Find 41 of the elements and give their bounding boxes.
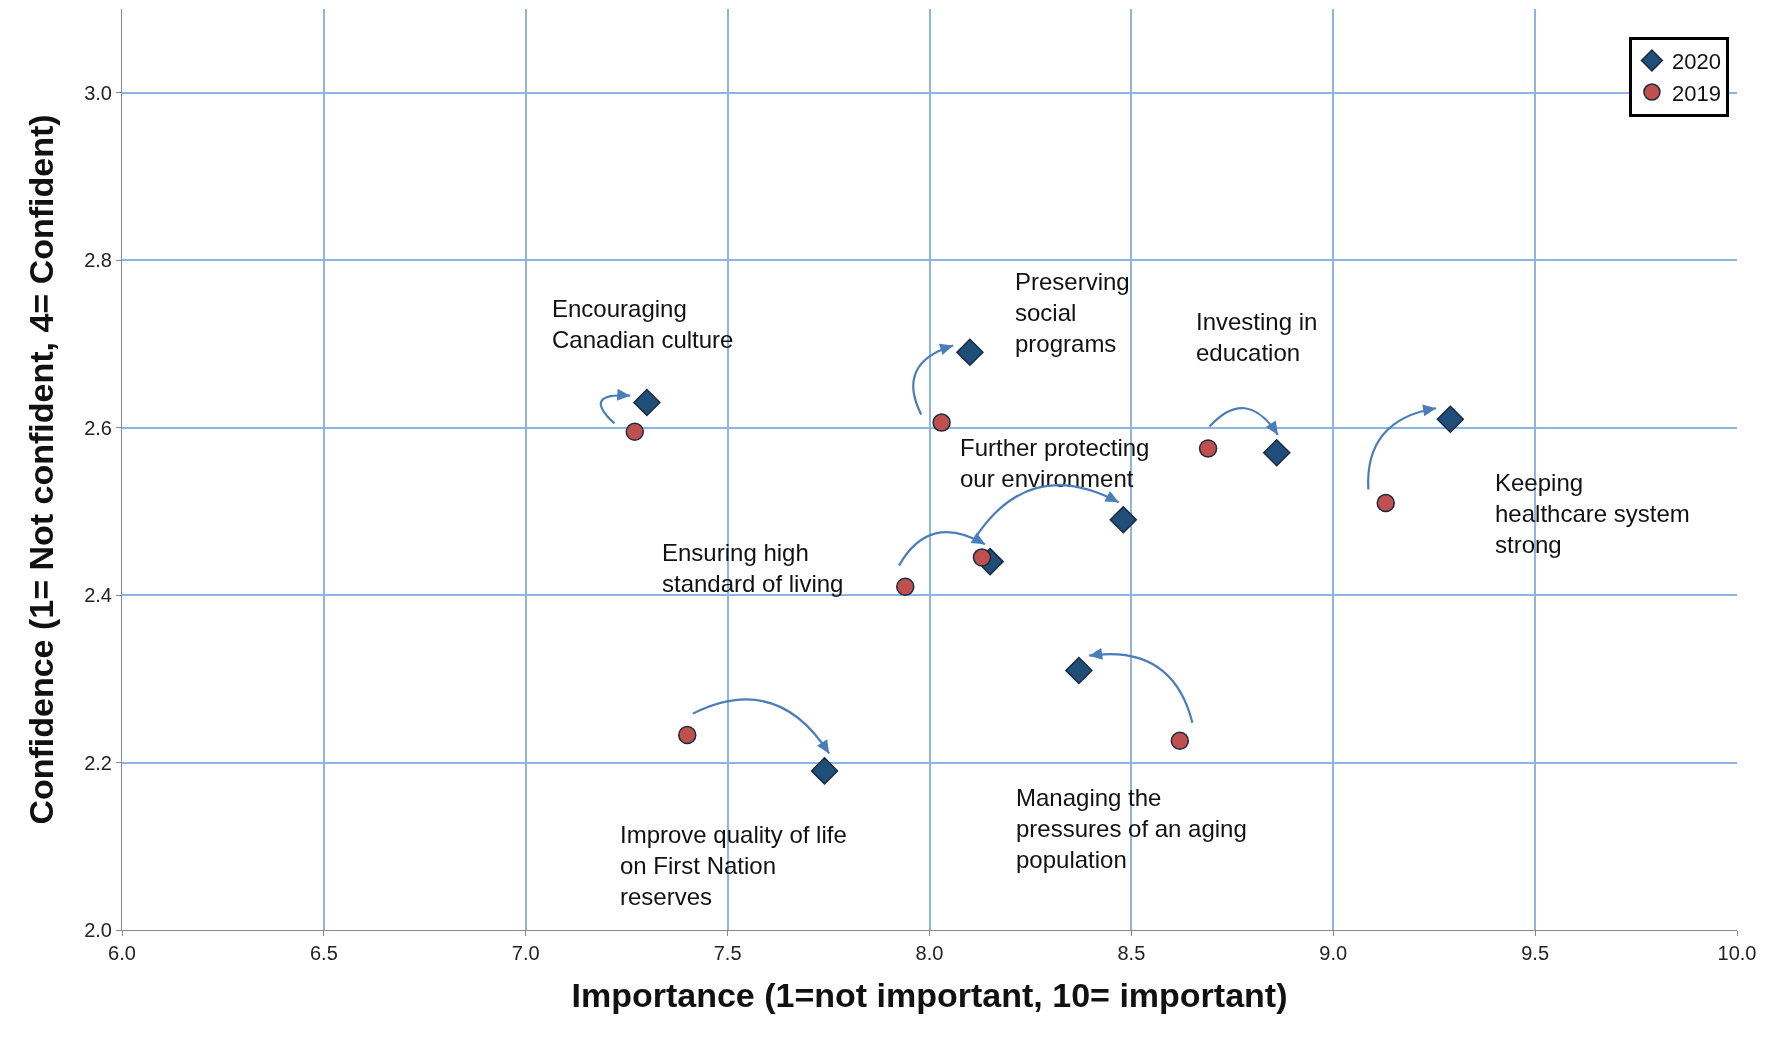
x-tick-label: 10.0 bbox=[1717, 942, 1757, 964]
x-tick-label: 8.5 bbox=[1117, 942, 1146, 964]
point bbox=[956, 338, 984, 367]
x-tick-label: 7.5 bbox=[713, 942, 742, 964]
y-tick-label: 3.0 bbox=[84, 81, 112, 104]
point bbox=[1109, 505, 1138, 534]
annotation: Managing the pressures of an aging population bbox=[1016, 784, 1247, 874]
annotation: Investing in education bbox=[1196, 308, 1318, 367]
point bbox=[1262, 439, 1291, 467]
annotation: Improve quality of life on First Nation reserves bbox=[620, 821, 847, 911]
point bbox=[1065, 656, 1093, 685]
x-tick-label: 8.0 bbox=[915, 942, 944, 964]
annotation: Preserving social programs bbox=[1015, 268, 1130, 358]
point bbox=[1170, 731, 1190, 751]
y-axis-title: Confidence (1= Not confident, 4= Confident) bbox=[21, 114, 60, 825]
y-tick-label: 2.0 bbox=[84, 919, 112, 941]
point bbox=[1436, 405, 1465, 434]
legend-label: 2020 bbox=[1671, 49, 1721, 75]
point bbox=[633, 388, 661, 417]
y-tick-label: 2.4 bbox=[84, 584, 112, 607]
legend-label: 2019 bbox=[1671, 80, 1721, 106]
point bbox=[625, 422, 645, 442]
point bbox=[896, 577, 915, 596]
y-tick-label: 2.6 bbox=[84, 416, 112, 439]
x-tick-label: 6.0 bbox=[108, 942, 136, 964]
point bbox=[810, 757, 839, 785]
x-tick-label: 9.5 bbox=[1521, 942, 1550, 964]
annotation: Keeping healthcare system strong bbox=[1495, 469, 1690, 559]
point bbox=[932, 413, 951, 432]
y-tick-label: 2.8 bbox=[84, 249, 112, 272]
x-axis-title: Importance (1=not important, 10= important) bbox=[571, 976, 1288, 1015]
annotation: Further protecting our environment bbox=[960, 434, 1150, 493]
x-tick-label: 9.0 bbox=[1319, 942, 1348, 964]
x-tick-label: 7.0 bbox=[511, 942, 540, 964]
y-tick-label: 2.2 bbox=[84, 751, 112, 774]
x-tick-label: 6.5 bbox=[309, 942, 338, 964]
annotation: Encouraging Canadian culture bbox=[552, 295, 734, 354]
point bbox=[1198, 439, 1218, 458]
point bbox=[1376, 493, 1395, 513]
point bbox=[678, 725, 697, 745]
annotation: Ensuring high standard of living bbox=[662, 539, 844, 598]
